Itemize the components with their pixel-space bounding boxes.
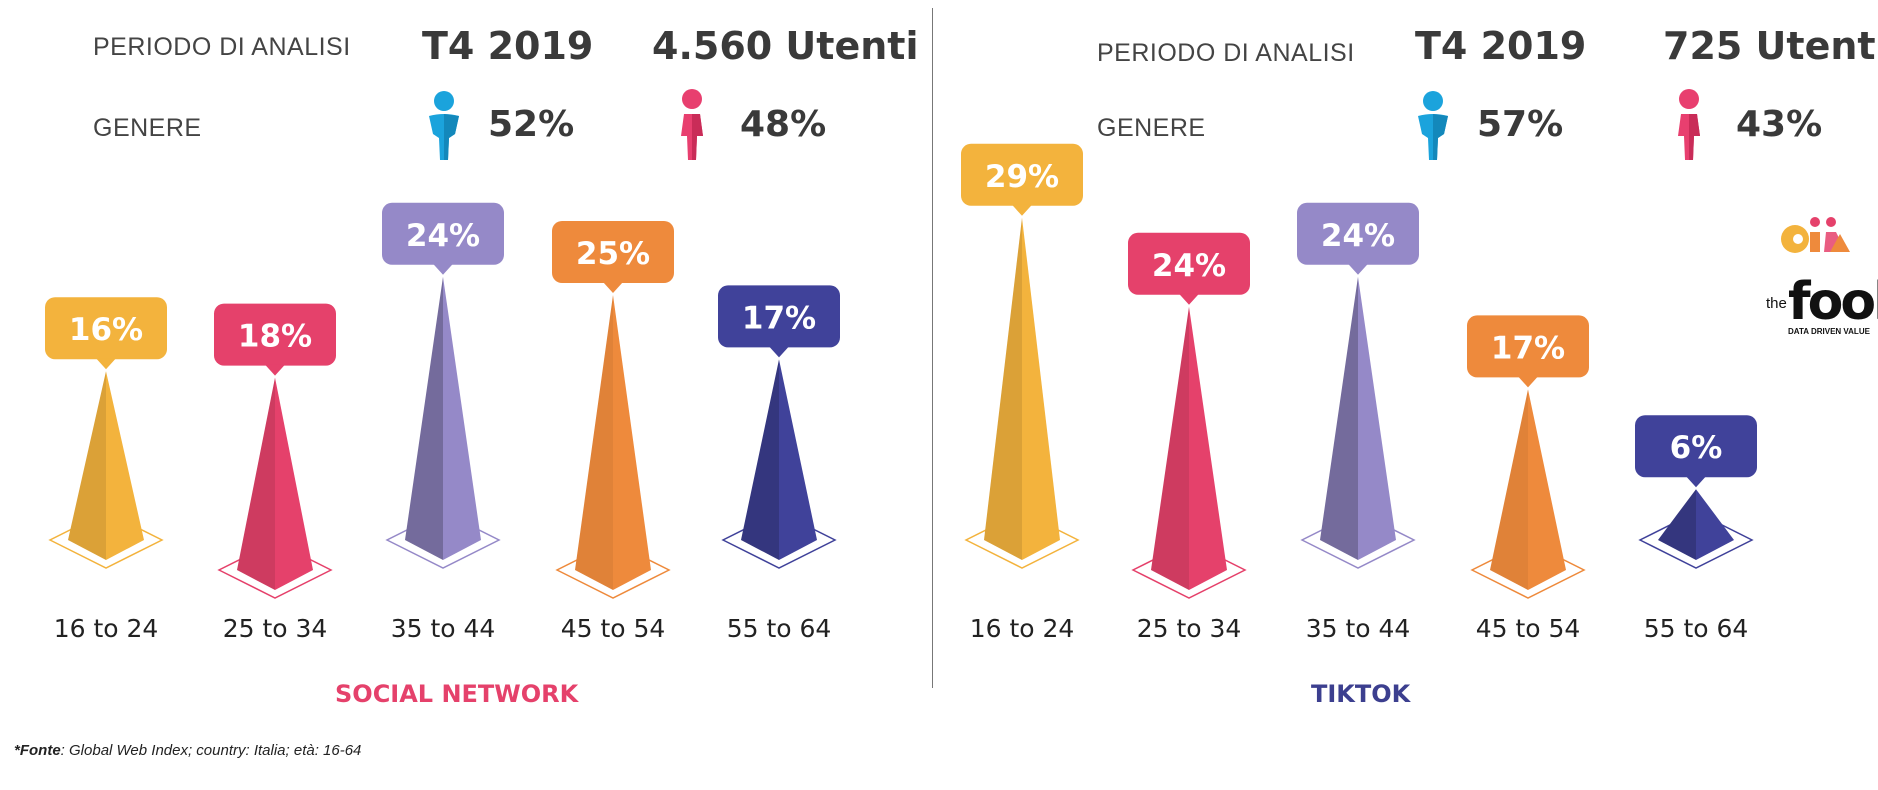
source-text: : Global Web Index; country: Italia; età… (60, 742, 362, 759)
bar-pyramid-right-face (275, 377, 313, 590)
value-label: 24% (406, 218, 480, 254)
value-bubble-pointer (1179, 293, 1199, 305)
value-bubble-pointer (1012, 204, 1032, 216)
period-label-right: PERIODO DI ANALISI (1097, 39, 1355, 67)
male-person-icon (1418, 91, 1448, 160)
value-label: 6% (1670, 430, 1723, 466)
value-bubble (1467, 315, 1589, 378)
bar-pyramid-right-face (443, 276, 481, 560)
bar-pyramid-right-face (613, 295, 651, 590)
category-label: 16 to 24 (54, 614, 159, 643)
bar-pyramid-right-face (1189, 306, 1227, 590)
male-person-icon (429, 91, 459, 160)
category-label: 55 to 64 (727, 614, 832, 643)
value-label: 24% (1321, 218, 1395, 254)
bar-35-to-44: 24% 35 to 44 (382, 202, 504, 643)
bar-pyramid-left-face (1658, 489, 1696, 560)
period-value-left: T4 2019 (422, 24, 594, 68)
value-bubble-pointer (96, 358, 116, 370)
bar-16-to-24: 29% 16 to 24 (961, 143, 1083, 643)
tiktok-title: TIKTOK (1311, 680, 1411, 708)
bar-25-to-34: 18% 25 to 34 (214, 303, 336, 643)
oim-logo (1781, 217, 1850, 253)
category-label: 55 to 64 (1644, 614, 1749, 643)
female-pct-right: 43% (1736, 104, 1823, 145)
bar-pyramid-left-face (405, 276, 443, 560)
male-pct-left: 52% (488, 104, 575, 145)
category-label: 35 to 44 (391, 614, 496, 643)
value-bubble (214, 303, 336, 366)
value-label: 24% (1152, 248, 1226, 284)
category-label: 45 to 54 (1476, 614, 1581, 643)
value-bubble-pointer (1348, 263, 1368, 275)
value-label: 16% (69, 312, 143, 348)
value-bubble-pointer (769, 346, 789, 358)
users-count-right: 725 Utenti (1663, 24, 1878, 68)
gender-label-right: GENERE (1097, 114, 1206, 142)
bar-16-to-24: 16% 16 to 24 (45, 297, 167, 643)
bar-pyramid-left-face (1320, 276, 1358, 560)
category-label: 45 to 54 (561, 614, 666, 643)
category-label: 25 to 34 (1137, 614, 1242, 643)
female-person-icon (1678, 89, 1700, 160)
users-count-left: 4.560 Utenti (652, 24, 919, 68)
value-bubble-pointer (603, 282, 623, 293)
bar-35-to-44: 24% 35 to 44 (1297, 202, 1419, 643)
bar-pyramid-left-face (984, 217, 1022, 561)
value-label: 18% (238, 319, 312, 355)
value-bubble-pointer (1686, 476, 1706, 488)
social-network-chart: 16% 16 to 24 18% 25 to 34 24% 35 to 44 25% 45 t… (45, 202, 840, 643)
social-network-title: SOCIAL NETWORK (335, 680, 579, 708)
fool-logo-tagline: DATA DRIVEN VALUE (1788, 327, 1870, 336)
period-label-left: PERIODO DI ANALISI (93, 33, 351, 61)
source-prefix: *Fonte (14, 742, 61, 759)
value-label: 25% (576, 236, 650, 272)
female-pct-left: 48% (740, 104, 827, 145)
value-bubble (718, 285, 840, 348)
source-note: *Fonte: Global Web Index; country: Itali… (14, 742, 361, 759)
value-bubble (45, 297, 167, 360)
bar-pyramid-left-face (68, 371, 106, 560)
bar-pyramid-left-face (1490, 389, 1528, 590)
value-bubble (552, 221, 674, 283)
category-label: 16 to 24 (970, 614, 1075, 643)
bar-55-to-64: 17% 55 to 64 (718, 285, 840, 643)
bar-pyramid-right-face (106, 371, 144, 560)
bar-pyramid-right-face (1696, 489, 1734, 560)
bar-pyramid-left-face (575, 295, 613, 590)
value-bubble (1128, 232, 1250, 295)
value-bubble (1635, 415, 1757, 478)
value-bubble (1297, 202, 1419, 265)
bar-pyramid-right-face (779, 359, 817, 560)
value-label: 17% (742, 300, 816, 336)
bar-pyramid-left-face (1151, 306, 1189, 590)
value-bubble-pointer (433, 263, 453, 275)
bar-pyramid-right-face (1528, 389, 1566, 590)
category-label: 25 to 34 (223, 614, 328, 643)
value-bubble-pointer (1518, 376, 1538, 388)
bar-25-to-34: 24% 25 to 34 (1128, 232, 1250, 643)
bar-pyramid-right-face (1022, 217, 1060, 561)
value-bubble-pointer (265, 364, 285, 376)
bar-45-to-54: 25% 45 to 54 (552, 221, 674, 643)
gender-label-left: GENERE (93, 114, 202, 142)
value-bubble (961, 143, 1083, 206)
the-fool-logo: fool (1788, 272, 1878, 332)
period-value-right: T4 2019 (1415, 24, 1587, 68)
bar-pyramid-left-face (237, 377, 275, 590)
fool-logo-the: the (1766, 295, 1787, 312)
panel-divider (932, 8, 933, 688)
female-person-icon (681, 89, 703, 160)
category-label: 35 to 44 (1306, 614, 1411, 643)
value-label: 29% (985, 159, 1059, 195)
male-pct-right: 57% (1477, 104, 1564, 145)
value-label: 17% (1491, 330, 1565, 366)
tiktok-chart: 29% 16 to 24 24% 25 to 34 24% 35 to 44 17% 45 t… (961, 143, 1757, 643)
bar-55-to-64: 6% 55 to 64 (1635, 415, 1757, 643)
bar-45-to-54: 17% 45 to 54 (1467, 315, 1589, 643)
value-bubble (382, 202, 504, 265)
bar-pyramid-left-face (741, 359, 779, 560)
bar-pyramid-right-face (1358, 276, 1396, 560)
